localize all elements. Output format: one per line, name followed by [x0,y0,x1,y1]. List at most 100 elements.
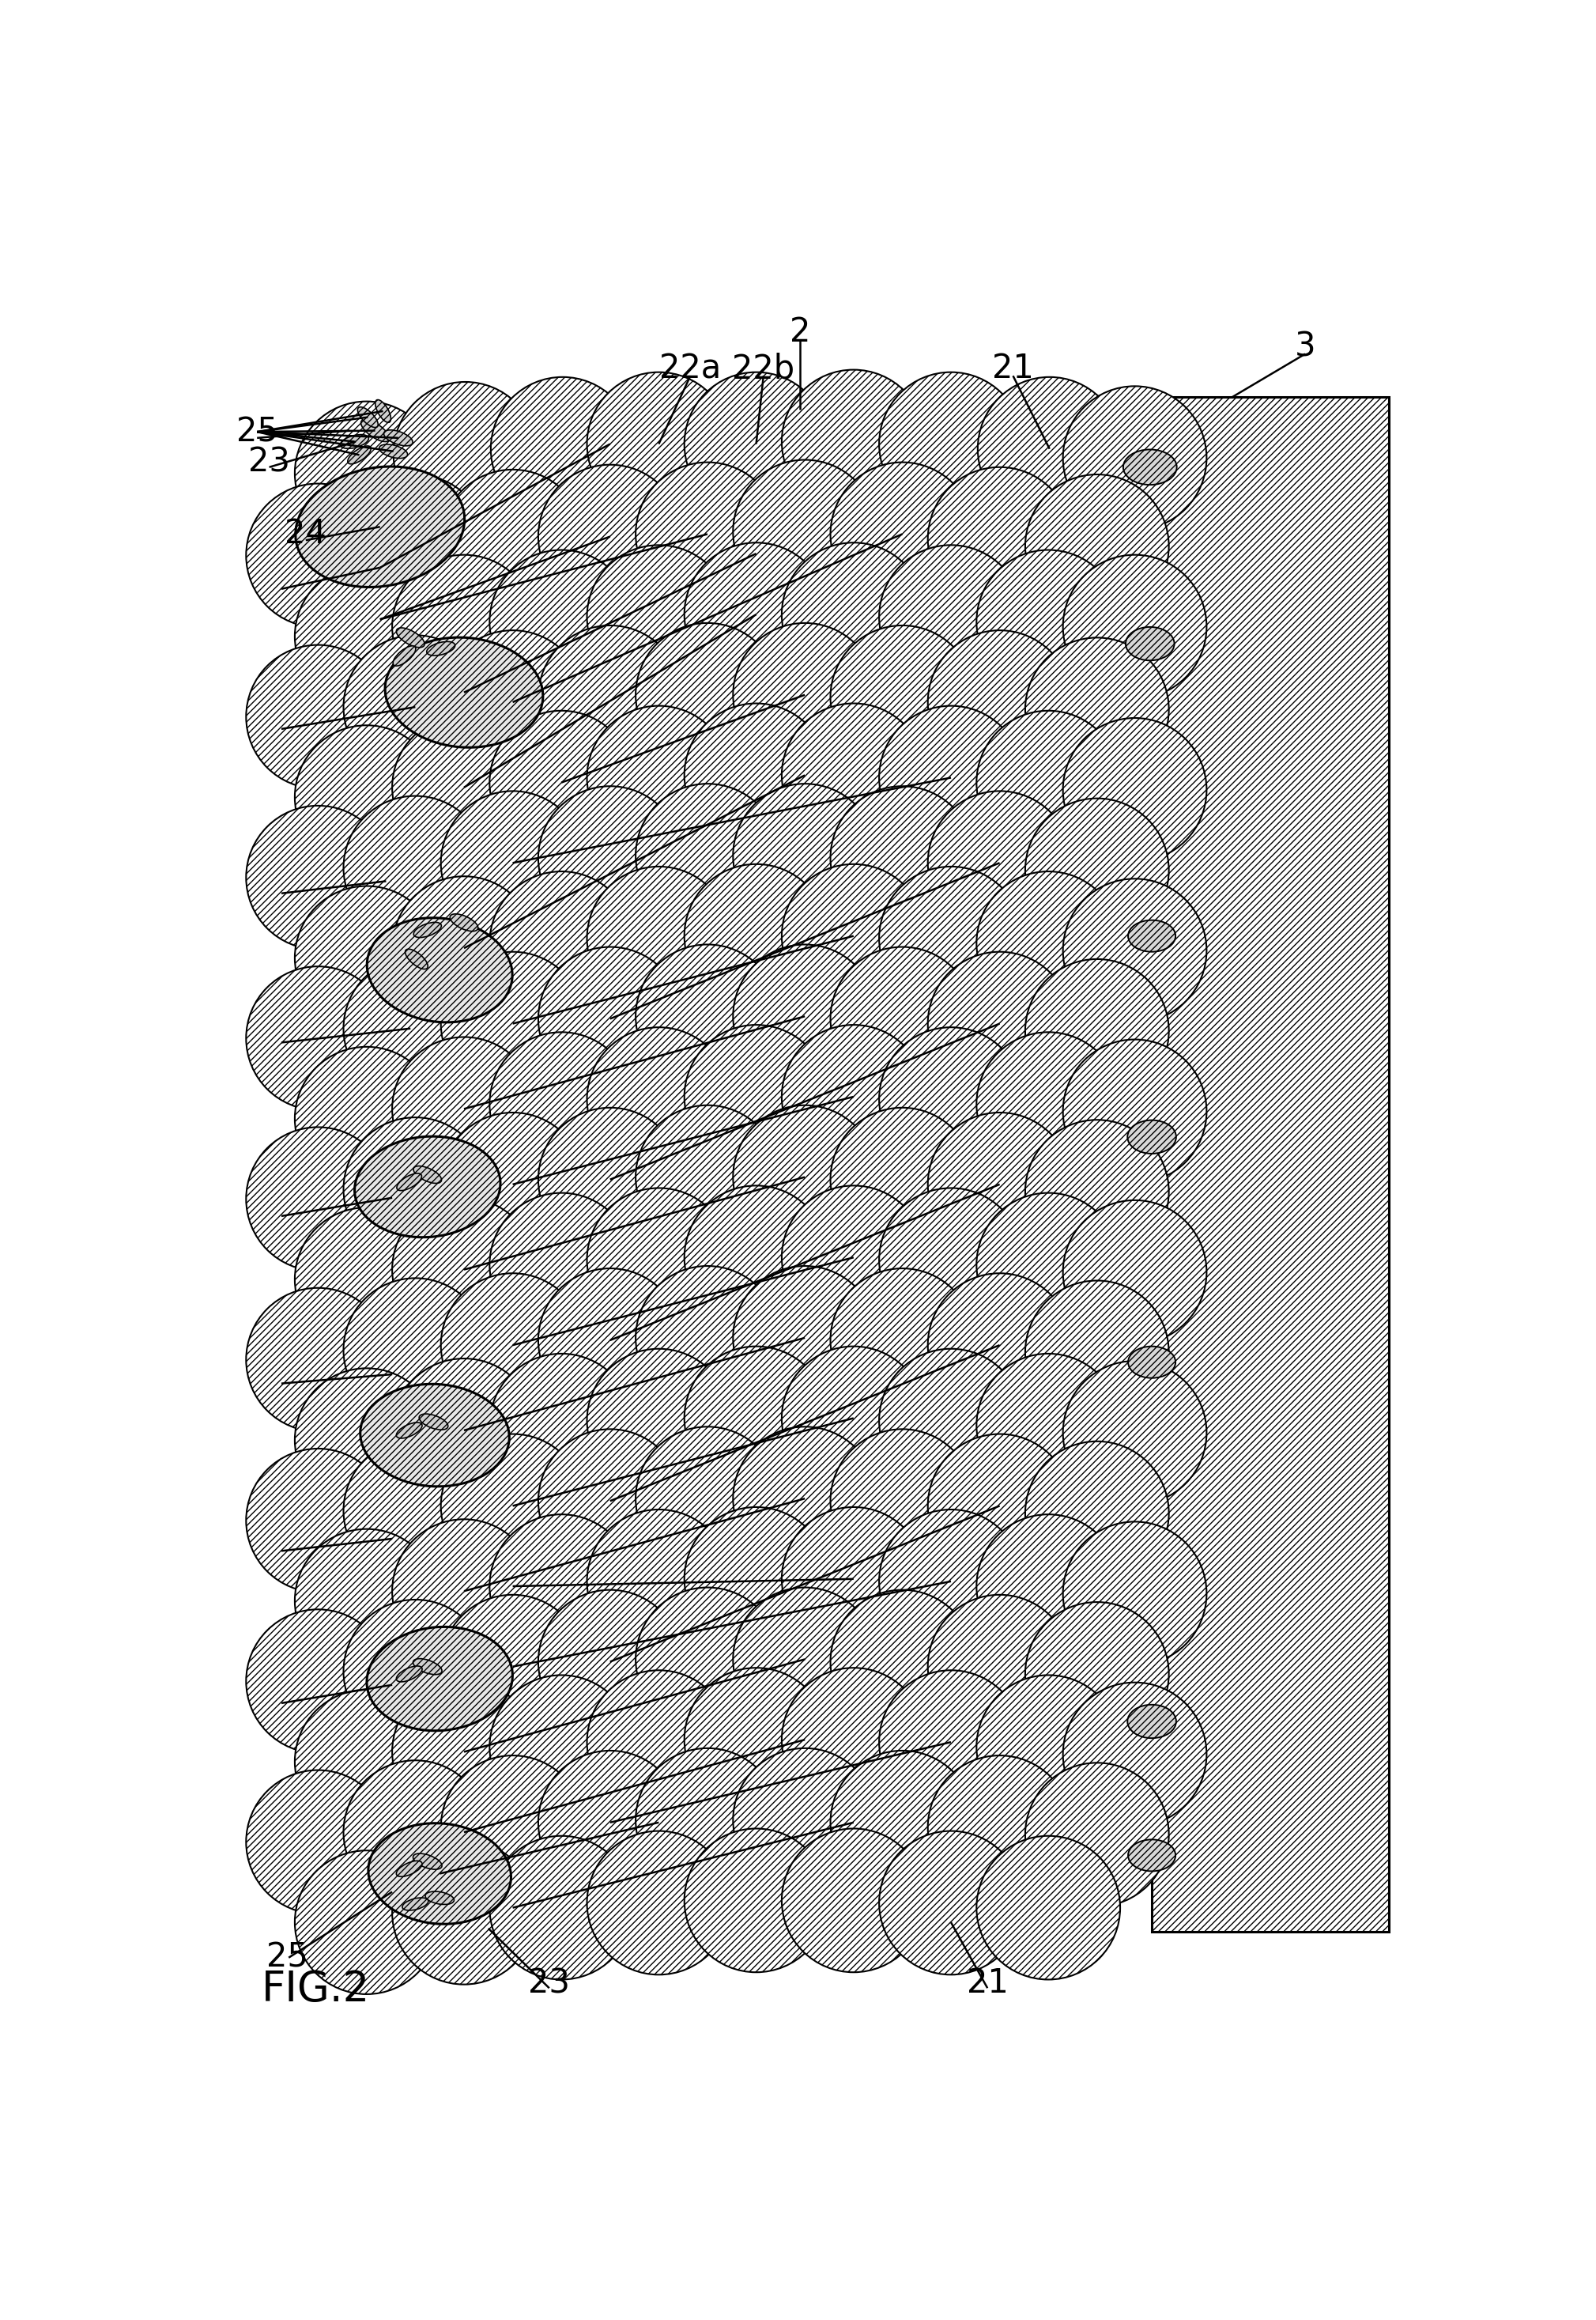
Circle shape [1025,1121,1168,1264]
Circle shape [246,1770,389,1914]
Circle shape [587,1510,731,1654]
Circle shape [343,1278,487,1422]
Circle shape [440,1274,584,1418]
Circle shape [393,877,536,1021]
Circle shape [343,796,487,940]
Circle shape [927,951,1071,1095]
Circle shape [830,626,974,770]
Circle shape [733,1104,876,1248]
Circle shape [977,1835,1120,1979]
Ellipse shape [385,638,543,747]
Circle shape [879,1188,1023,1332]
Ellipse shape [393,645,415,666]
Circle shape [782,369,926,513]
Circle shape [635,624,779,766]
Circle shape [1025,638,1168,782]
Ellipse shape [367,1626,512,1731]
Circle shape [927,1594,1071,1738]
Circle shape [440,1756,584,1900]
Ellipse shape [380,445,407,459]
Circle shape [635,1104,779,1248]
Circle shape [977,1515,1120,1659]
Circle shape [1063,1362,1207,1506]
Circle shape [733,944,876,1088]
Circle shape [830,947,974,1090]
Circle shape [1025,1763,1168,1907]
Circle shape [440,1594,584,1738]
Circle shape [246,967,389,1109]
Circle shape [538,947,681,1090]
Circle shape [538,1752,681,1895]
Circle shape [295,1689,439,1833]
Circle shape [733,1267,876,1411]
Circle shape [393,1520,536,1663]
Ellipse shape [375,399,391,422]
Circle shape [393,1197,536,1341]
Circle shape [685,543,828,687]
Circle shape [635,1267,779,1411]
Circle shape [490,1515,634,1659]
Circle shape [587,371,731,515]
Circle shape [587,1670,731,1814]
Circle shape [295,401,439,545]
Circle shape [393,383,536,527]
Circle shape [246,645,389,789]
Circle shape [830,462,974,606]
Circle shape [587,868,731,1009]
Circle shape [830,1107,974,1250]
Circle shape [635,1749,779,1891]
Circle shape [685,1508,828,1652]
Circle shape [635,462,779,606]
Circle shape [295,886,439,1030]
Circle shape [685,863,828,1007]
Ellipse shape [369,1824,511,1923]
Circle shape [733,1587,876,1731]
Circle shape [927,1114,1071,1255]
Circle shape [782,1508,926,1652]
Bar [1152,397,1389,1933]
Circle shape [490,550,634,694]
Circle shape [927,1756,1071,1900]
Circle shape [343,956,487,1100]
Circle shape [246,805,389,949]
Text: 3: 3 [1294,329,1315,364]
Circle shape [830,1269,974,1413]
Text: 2: 2 [790,316,811,348]
Circle shape [1025,958,1168,1102]
Circle shape [782,703,926,847]
Circle shape [635,944,779,1088]
Circle shape [343,1438,487,1582]
Ellipse shape [425,1891,455,1905]
Circle shape [927,1274,1071,1418]
Circle shape [295,1529,439,1673]
Ellipse shape [413,1659,442,1675]
Circle shape [295,1206,439,1350]
Circle shape [440,469,584,612]
Circle shape [343,636,487,780]
Ellipse shape [396,629,425,647]
Circle shape [1025,1603,1168,1745]
Circle shape [879,1830,1023,1974]
Ellipse shape [396,1422,423,1438]
Circle shape [393,554,536,698]
Circle shape [879,371,1023,515]
Circle shape [927,791,1071,935]
Circle shape [490,1192,634,1336]
Circle shape [343,1761,487,1905]
Circle shape [782,1346,926,1489]
Circle shape [685,1828,828,1972]
Circle shape [685,371,828,515]
Circle shape [1025,1281,1168,1424]
Circle shape [246,1288,389,1431]
Circle shape [1063,1199,1207,1343]
Circle shape [295,1851,439,1995]
Circle shape [295,1369,439,1513]
Ellipse shape [426,643,455,657]
Circle shape [490,1032,634,1176]
Circle shape [393,1037,536,1181]
Ellipse shape [354,1137,501,1237]
Circle shape [733,624,876,766]
Circle shape [733,1427,876,1571]
Circle shape [879,868,1023,1009]
Circle shape [440,1434,584,1578]
